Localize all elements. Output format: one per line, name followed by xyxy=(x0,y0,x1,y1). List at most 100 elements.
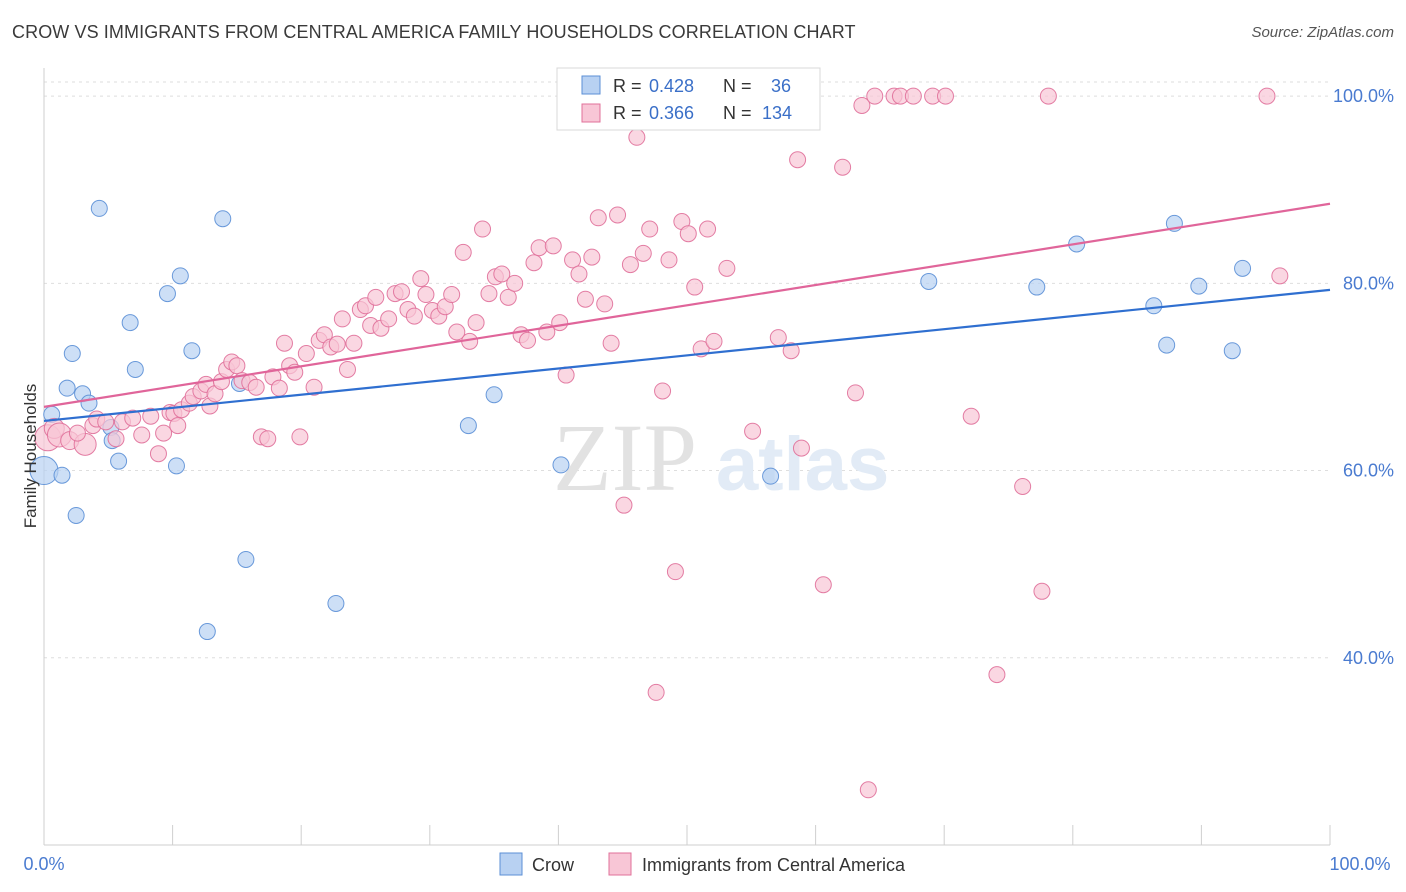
crow-point-27 xyxy=(920,272,938,290)
crow-point-3 xyxy=(58,379,76,397)
ica-point-93 xyxy=(621,256,639,274)
trend-line-ica xyxy=(43,202,1331,408)
ica-point-69 xyxy=(467,314,485,332)
crow-point-28 xyxy=(1028,278,1046,296)
ica-point-82 xyxy=(551,314,569,332)
crow-point-15 xyxy=(167,457,185,475)
y-axis-title: Family Households xyxy=(21,384,40,529)
crow-point-5 xyxy=(67,506,85,524)
ica-point-37 xyxy=(275,334,293,352)
y-tick-labels: 40.0% 60.0% 80.0% 100.0% xyxy=(1333,86,1394,668)
ica-point-127 xyxy=(962,407,980,425)
ica-point-89 xyxy=(596,295,614,313)
crow-point-35 xyxy=(1234,259,1252,277)
ica-point-41 xyxy=(297,345,315,363)
legend-label-ica: Immigrants from Central America xyxy=(642,855,906,875)
x-tick-label-min: 0.0% xyxy=(23,854,64,874)
ica-point-132 xyxy=(1258,87,1276,105)
ica-point-77 xyxy=(519,331,537,349)
crow-point-31 xyxy=(1158,336,1176,354)
crow-point-25 xyxy=(552,456,570,474)
ica-point-106 xyxy=(705,332,723,350)
ica-point-88 xyxy=(589,209,607,227)
crow-point-11 xyxy=(110,452,128,470)
ica-point-47 xyxy=(333,310,351,328)
crow-point-16 xyxy=(171,267,189,285)
crow-point-4 xyxy=(63,345,81,363)
crow-point-12 xyxy=(121,314,139,332)
watermark: ZIP atlas xyxy=(553,404,889,511)
chart-title: CROW VS IMMIGRANTS FROM CENTRAL AMERICA … xyxy=(12,22,856,42)
ica-point-114 xyxy=(789,151,807,169)
ica-point-78 xyxy=(525,254,543,272)
legend-swatch-ica xyxy=(608,852,632,876)
ica-point-12 xyxy=(133,426,151,444)
crow-point-30 xyxy=(1145,297,1163,315)
crow-point-26 xyxy=(762,467,780,485)
ica-point-91 xyxy=(609,206,627,224)
ica-point-124 xyxy=(904,87,922,105)
ica-point-126 xyxy=(936,87,954,105)
crow-point-2 xyxy=(53,466,71,484)
stats-legend-n-value-ica: 134 xyxy=(762,103,792,123)
grid-lines xyxy=(44,81,1330,659)
ica-point-29 xyxy=(228,357,246,375)
ica-point-55 xyxy=(380,310,398,328)
ica-point-81 xyxy=(544,237,562,255)
ica-point-18 xyxy=(169,417,187,435)
crow-point-18 xyxy=(198,623,216,641)
ica-point-118 xyxy=(846,384,864,402)
ica-point-13 xyxy=(142,407,160,425)
ica-point-11 xyxy=(124,409,142,427)
ica-point-116 xyxy=(814,576,832,594)
ica-point-53 xyxy=(367,288,385,306)
source-label: Source: ZipAtlas.com xyxy=(1251,24,1394,41)
ica-point-32 xyxy=(247,378,265,396)
crow-point-22 xyxy=(327,594,345,612)
ica-point-40 xyxy=(291,428,309,446)
series-crow xyxy=(29,199,1252,641)
stats-legend-r-value-ica: 0.366 xyxy=(649,103,694,123)
crow-point-21 xyxy=(237,550,255,568)
ica-point-79 xyxy=(530,239,548,257)
stats-legend-box xyxy=(556,67,821,131)
y-tick-label-100: 100.0% xyxy=(1333,86,1394,106)
ica-point-61 xyxy=(417,286,435,304)
trend-line-crow xyxy=(43,288,1331,423)
y-tick-label-60: 60.0% xyxy=(1343,461,1394,481)
watermark-zip: ZIP xyxy=(553,404,697,511)
ica-point-90 xyxy=(602,334,620,352)
ica-point-46 xyxy=(328,335,346,353)
ica-point-94 xyxy=(628,128,646,146)
ica-point-102 xyxy=(679,225,697,243)
crow-point-13 xyxy=(126,360,144,378)
ica-point-95 xyxy=(634,244,652,262)
ica-point-96 xyxy=(641,220,659,238)
ica-point-129 xyxy=(1014,477,1032,495)
ica-point-85 xyxy=(570,265,588,283)
ica-point-98 xyxy=(654,382,672,400)
ica-point-70 xyxy=(474,220,492,238)
ica-point-75 xyxy=(506,274,524,292)
ica-point-115 xyxy=(792,439,810,457)
crow-point-8 xyxy=(90,199,108,217)
ica-point-92 xyxy=(615,496,633,514)
ica-point-130 xyxy=(1033,582,1051,600)
crow-point-23 xyxy=(459,417,477,435)
crow-point-7 xyxy=(80,394,98,412)
stats-legend-n-value-crow: 36 xyxy=(771,76,791,96)
legend-label-crow: Crow xyxy=(532,855,575,875)
ica-point-15 xyxy=(155,424,173,442)
ica-point-113 xyxy=(782,342,800,360)
ica-point-121 xyxy=(866,87,884,105)
stats-legend-r-label-ica: R = xyxy=(613,103,642,123)
ica-point-84 xyxy=(564,251,582,269)
ica-point-57 xyxy=(393,283,411,301)
ica-point-48 xyxy=(338,360,356,378)
ica-point-60 xyxy=(412,270,430,288)
crow-point-34 xyxy=(1223,342,1241,360)
ica-point-117 xyxy=(834,158,852,176)
crow-point-14 xyxy=(158,285,176,303)
stats-legend: R = 0.428 N = 36 R = 0.366 N = 134 xyxy=(556,67,821,131)
trend-lines xyxy=(43,202,1331,423)
